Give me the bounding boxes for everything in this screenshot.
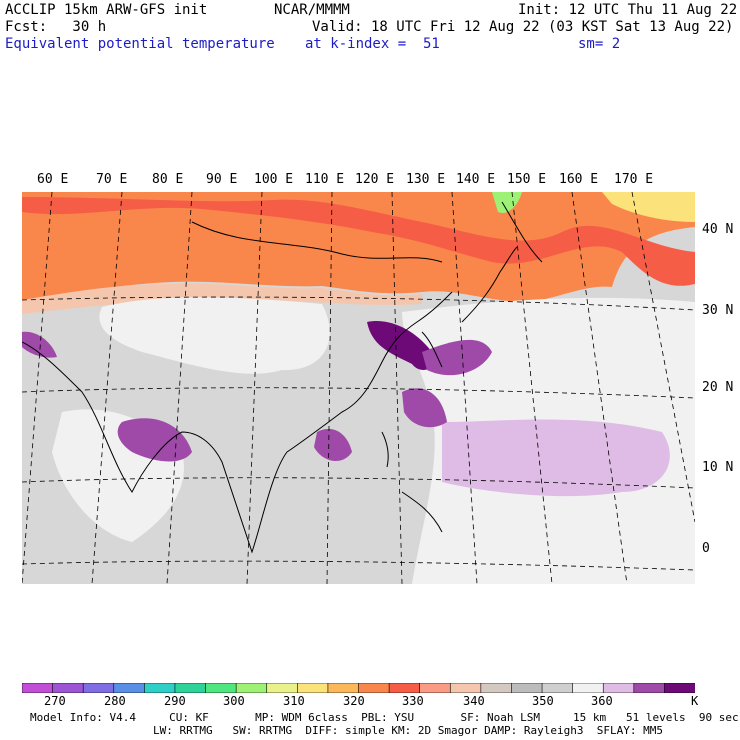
colorbar-swatch	[174, 683, 207, 693]
colorbar-unit: K	[691, 694, 699, 708]
colorbar-swatch	[541, 683, 574, 693]
level-label: at k-index = 51	[305, 36, 440, 52]
colorbar-tick-label: 280	[104, 694, 126, 708]
longitude-label: 80 E	[152, 172, 184, 187]
longitude-label: 110 E	[305, 172, 345, 187]
init-time: Init: 12 UTC Thu 11 Aug 22	[518, 2, 738, 18]
colorbar-swatch	[327, 683, 360, 693]
colorbar-swatch	[22, 683, 54, 693]
latitude-label: 40 N	[702, 222, 734, 237]
latitude-label: 10 N	[702, 460, 734, 475]
colorbar-swatch	[205, 683, 237, 693]
colorbar-swatch	[419, 683, 452, 693]
colorbar-swatch	[572, 683, 605, 693]
colorbar-swatch	[82, 683, 115, 693]
colorbar-tick-label: 270	[44, 694, 66, 708]
colorbar-swatch	[449, 683, 482, 693]
longitude-label: 90 E	[206, 172, 238, 187]
nw-purple	[22, 331, 57, 358]
longitude-label: 70 E	[96, 172, 128, 187]
model-info-line2: LW: RRTMG SW: RRTMG DIFF: simple KM: 2D …	[153, 724, 663, 737]
longitude-label: 140 E	[456, 172, 496, 187]
colorbar-swatch	[388, 683, 421, 693]
colorbar-swatch	[297, 683, 329, 693]
west-pacific-purple	[402, 388, 447, 428]
north-red-band	[22, 197, 695, 286]
field-name: Equivalent potential temperature	[5, 36, 275, 52]
coastlines	[22, 201, 543, 554]
longitude-label: 60 E	[37, 172, 69, 187]
colorbar-swatch	[511, 683, 543, 693]
colorbar-swatch	[602, 683, 635, 693]
colorbar-tick-label: 340	[463, 694, 485, 708]
valid-time: Valid: 18 UTC Fri 12 Aug 22 (03 KST Sat …	[312, 19, 734, 35]
forecast-hour: Fcst: 30 h	[5, 19, 107, 35]
colorbar-swatch	[266, 683, 299, 693]
tibet-light	[99, 297, 330, 374]
model-title: ACCLIP 15km ARW-GFS init	[5, 2, 208, 18]
latitude-label: 0	[702, 541, 710, 556]
peach-edge	[22, 283, 422, 314]
longitude-label: 100 E	[254, 172, 294, 187]
colorbar-swatch	[480, 683, 513, 693]
org-label: NCAR/MMMM	[274, 2, 350, 18]
model-info-line1: Model Info: V4.4 CU: KF MP: WDM 6class P…	[30, 711, 739, 724]
graticule	[22, 192, 695, 584]
colorbar-tick-label: 330	[402, 694, 424, 708]
latitude-label: 20 N	[702, 380, 734, 395]
colorbar-swatch	[144, 683, 176, 693]
scs-purple	[314, 428, 352, 462]
colorbar-tick-label: 320	[343, 694, 365, 708]
longitude-label: 130 E	[406, 172, 446, 187]
northeast-yellow	[602, 192, 695, 222]
latitude-label: 30 N	[702, 303, 734, 318]
colorbar-tick-label: 360	[591, 694, 613, 708]
longitude-label: 120 E	[355, 172, 395, 187]
colorbar	[22, 683, 695, 693]
northeast-green	[492, 192, 522, 213]
longitude-label: 170 E	[614, 172, 654, 187]
lavender-ocean	[442, 419, 670, 497]
longitude-label: 150 E	[507, 172, 547, 187]
theta-e-map	[22, 192, 695, 584]
colorbar-swatch	[113, 683, 146, 693]
colorbar-tick-label: 310	[283, 694, 305, 708]
colorbar-swatch	[664, 683, 695, 693]
colorbar-swatch	[52, 683, 84, 693]
colorbar-tick-label: 300	[223, 694, 245, 708]
colorbar-tick-label: 350	[532, 694, 554, 708]
colorbar-swatch	[235, 683, 268, 693]
japan-purple	[422, 339, 492, 376]
longitude-label: 160 E	[559, 172, 599, 187]
colorbar-swatch	[633, 683, 666, 693]
colorbar-swatch	[358, 683, 390, 693]
bay-bengal-purple	[117, 418, 192, 462]
korea-purple	[367, 321, 435, 371]
smoothing-label: sm= 2	[578, 36, 621, 52]
colorbar-tick-label: 290	[164, 694, 186, 708]
